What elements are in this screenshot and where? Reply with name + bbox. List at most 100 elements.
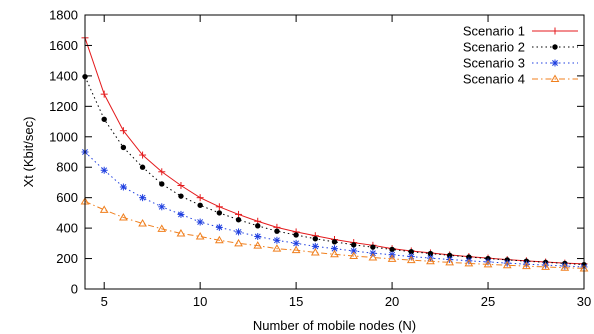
data-point [254,232,262,240]
data-point [119,212,128,221]
data-point [387,254,397,262]
data-point [195,231,205,240]
data-point [139,164,146,170]
tick-marks [85,14,585,290]
data-point [560,263,570,271]
data-point [310,247,320,256]
data-point [139,151,147,159]
legend-label: Scenario 1 [463,24,525,39]
data-point [119,127,127,135]
y-tick-label: 1600 [49,38,78,53]
data-point [158,203,166,211]
x-tick-label: 30 [577,294,591,309]
data-point [176,228,186,237]
data-point [216,210,223,216]
data-point [389,246,395,253]
data-point [177,210,185,218]
data-point [235,217,242,223]
y-tick-label: 1200 [49,99,78,114]
data-point [100,166,108,174]
data-point [138,219,147,227]
data-point [466,254,472,260]
x-tick-label: 5 [101,294,108,309]
series-line [84,201,585,269]
legend-marker [550,74,560,82]
data-point [330,249,339,258]
data-point [349,251,359,259]
data-point [215,203,223,211]
data-point [159,181,165,187]
data-point [100,90,108,98]
data-point [196,218,204,226]
data-point [541,262,550,270]
data-point [274,228,280,234]
x-tick-label: 10 [193,294,207,309]
data-point [273,236,281,244]
data-point [253,241,263,249]
data-point [446,252,453,259]
y-tick-label: 800 [56,160,78,175]
series-3 [81,148,588,271]
data-point [177,181,185,189]
data-point [235,210,243,218]
series-2 [82,73,587,268]
legend-marker [551,27,559,35]
y-tick-labels: 0 200 400 600 800 1000 1200 1400 1600 1800 [49,8,78,297]
data-point [178,193,184,199]
data-point [196,194,204,202]
x-tick-label: 15 [289,294,303,309]
data-point [234,238,243,247]
data-point [445,257,455,266]
data-point [368,252,378,261]
data-point [427,250,434,257]
data-point [312,236,319,242]
series-4 [80,196,589,272]
data-point [291,245,301,254]
data-point [293,232,299,238]
y-tick-label: 0 [71,282,78,297]
x-axis-label: Number of mobile nodes (N) [253,318,416,333]
data-point [119,183,127,191]
data-point [158,168,166,176]
data-point [464,258,474,267]
y-tick-label: 200 [56,251,78,266]
data-point [99,205,109,213]
data-point [370,244,376,250]
plot-frame [84,14,585,290]
data-point [272,244,282,252]
data-point [406,255,416,264]
data-point [522,261,531,270]
legend-lines [532,27,578,82]
data-point [235,228,243,236]
data-point [408,249,414,255]
x-tick-labels: 5 10 15 20 25 30 [101,294,592,309]
data-point [350,242,357,248]
legend-marker [552,44,558,50]
data-point [157,224,167,232]
data-point [255,223,261,229]
data-point [120,144,127,151]
series-layer [80,34,589,272]
y-tick-label: 1000 [49,129,78,144]
legend-label: Scenario 2 [463,40,525,55]
y-tick-label: 1800 [49,8,78,23]
data-point [426,256,435,265]
y-tick-label: 400 [56,221,78,236]
legend-marker [551,59,559,67]
y-tick-label: 1400 [49,68,78,83]
data-point [483,259,493,268]
data-point [214,235,224,244]
y-axis-label: Xt (Kbit/sec) [21,117,36,188]
x-tick-label: 25 [481,294,495,309]
data-point [502,260,512,269]
data-point [101,116,107,122]
data-point [139,194,147,202]
data-point [331,239,338,245]
x-tick-label: 20 [385,294,399,309]
legend-label: Scenario 4 [463,72,525,87]
data-point [311,242,319,250]
data-point [292,239,300,247]
legend-label: Scenario 3 [463,56,525,71]
